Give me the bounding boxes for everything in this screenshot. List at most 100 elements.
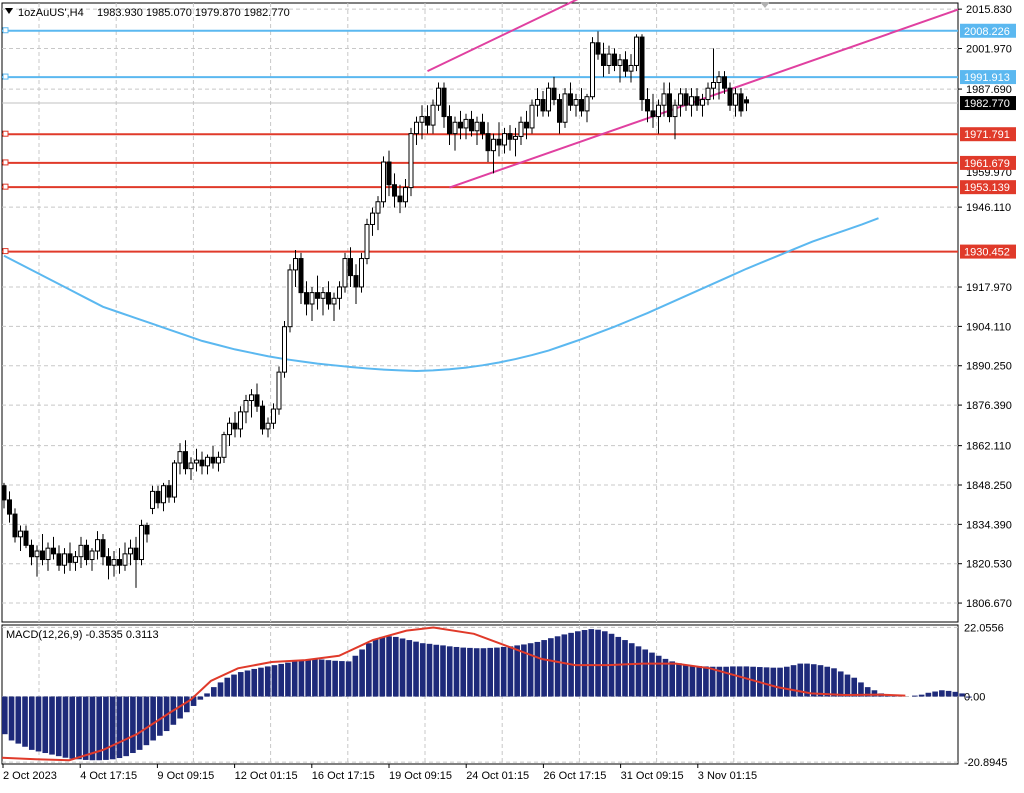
x-tick-label: 4 Oct 17:15: [80, 770, 137, 782]
candle-body: [150, 490, 155, 509]
macd-bar: [810, 664, 817, 697]
macd-bar: [22, 696, 28, 747]
macd-bar: [912, 695, 918, 697]
candle-body: [639, 36, 645, 101]
macd-bar: [628, 643, 635, 697]
price-line-label: 1991.913: [964, 72, 1010, 84]
macd-bar: [817, 665, 824, 697]
candle-body: [7, 499, 12, 515]
macd-bar: [278, 663, 285, 697]
current-price-label: 1982.770: [964, 98, 1010, 110]
candles: [1, 31, 749, 588]
macd-y-tick-label: -20.8945: [964, 757, 1007, 769]
macd-bar: [932, 691, 938, 697]
trend-channel: [427, 0, 959, 189]
price-line-handle: [2, 73, 9, 80]
candle-body: [579, 99, 584, 112]
main-frame: [1, 2, 959, 623]
candle-body: [133, 547, 139, 561]
candle-body: [309, 292, 315, 305]
candle-body: [216, 456, 221, 464]
macd-bar: [682, 664, 689, 697]
macd-bar: [264, 666, 271, 697]
candle-body: [408, 133, 414, 189]
macd-bar: [770, 667, 777, 697]
macd-bar: [804, 663, 810, 697]
macd-bar: [136, 696, 143, 750]
candle-body: [111, 559, 117, 566]
shift-marker-icon[interactable]: [760, 2, 770, 8]
channel-lower-line: [449, 8, 959, 189]
candle-body: [51, 547, 56, 555]
macd-bar: [601, 631, 608, 697]
candle-body: [727, 87, 733, 106]
candle-body: [243, 400, 249, 413]
candle-body: [667, 93, 672, 118]
candle-body: [463, 118, 469, 129]
macd-bar: [184, 696, 190, 713]
candle-body: [78, 544, 84, 558]
macd-bar: [622, 640, 628, 697]
macd-bar: [696, 666, 702, 697]
candle-body: [293, 258, 298, 271]
macd-bar: [642, 649, 649, 697]
candle-body: [67, 553, 73, 563]
candle-body: [265, 422, 271, 430]
candle-body: [485, 133, 491, 152]
candle-body: [502, 133, 507, 146]
macd-bar: [460, 647, 467, 697]
candle-body: [551, 87, 557, 101]
candle-body: [496, 138, 502, 146]
x-tick-label: 2 Oct 2023: [3, 770, 57, 782]
candle-body: [62, 553, 67, 566]
candle-body: [447, 116, 452, 135]
y-tick-label: 1917.970: [966, 282, 1012, 294]
macd-bar: [676, 663, 682, 697]
macd-bar: [467, 647, 473, 697]
macd-bar: [858, 682, 864, 697]
macd-bar: [419, 643, 426, 697]
candle-body: [337, 286, 342, 299]
candle-body: [100, 539, 106, 558]
macd-bar: [662, 658, 669, 697]
dropdown-arrow-icon[interactable]: [5, 8, 13, 14]
price-line-label: 1930.452: [964, 247, 1010, 259]
candle-body: [645, 99, 650, 112]
channel-upper-line: [427, 0, 579, 73]
candle-body: [381, 161, 386, 203]
y-tick-label: 1946.110: [966, 202, 1011, 214]
macd-bar: [864, 687, 871, 697]
price-line-label-bg: [960, 70, 1016, 85]
candle-body: [326, 292, 331, 305]
macd-bar: [426, 643, 433, 697]
y-tick-label: 1862.110: [966, 441, 1011, 453]
macd-bar: [271, 665, 278, 697]
macd-bar: [143, 696, 150, 746]
candle-body: [331, 297, 337, 305]
macd-bar: [837, 671, 844, 697]
candle-body: [166, 485, 172, 498]
macd-bar: [433, 644, 440, 697]
moving-average: [3, 217, 879, 372]
candle-body: [232, 422, 238, 430]
candle-body: [425, 116, 430, 126]
macd-bar: [918, 694, 925, 697]
macd-bar: [763, 667, 770, 697]
macd-bar: [797, 663, 804, 697]
candle-body: [155, 490, 161, 504]
macd-bar: [588, 629, 595, 697]
macd-bar: [440, 645, 446, 697]
candle-body: [705, 87, 711, 101]
x-tick-label: 9 Oct 09:15: [157, 770, 214, 782]
macd-bar: [359, 649, 365, 697]
macd-bar: [824, 666, 831, 697]
candle-body: [320, 292, 326, 299]
price-line-label: 2008.226: [964, 26, 1010, 38]
x-tick-label: 3 Nov 01:15: [698, 770, 757, 782]
macd-bar: [669, 661, 676, 697]
candle-body: [656, 104, 661, 118]
candle-body: [188, 462, 194, 470]
candle-body: [205, 456, 210, 467]
macd-bar: [366, 643, 372, 697]
macd-bar: [777, 667, 783, 697]
